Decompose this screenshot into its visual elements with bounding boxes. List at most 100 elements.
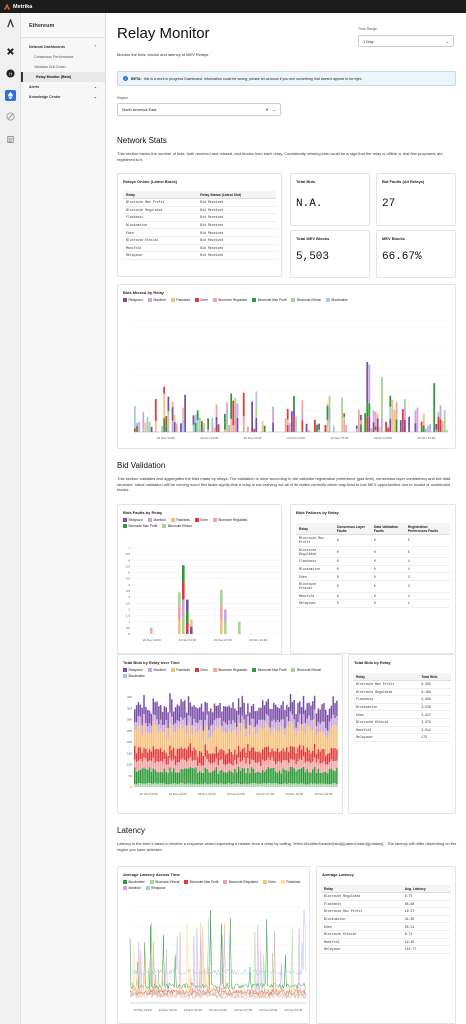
legend-item[interactable]: Bloxroute Max Profit [184, 880, 218, 884]
bar-segment [178, 592, 181, 607]
y-tick-label: 400 [127, 695, 132, 699]
bar-segment [226, 706, 229, 725]
bar-segment [248, 773, 251, 784]
bar-segment [263, 705, 266, 721]
legend-item[interactable]: Eden [262, 880, 276, 884]
hamburger-icon[interactable] [5, 18, 16, 29]
bar-segment [276, 772, 279, 784]
h-logo-icon[interactable]: H [5, 68, 16, 79]
bar-segment [312, 719, 314, 731]
legend-item[interactable]: Flashbots [170, 298, 190, 302]
legend-item[interactable]: Flashbots [170, 518, 190, 522]
legend-item[interactable]: Bloxroute Regulated [212, 298, 247, 302]
table-cell: 2,376 [418, 718, 451, 727]
bar-segment [217, 728, 219, 753]
legend-item[interactable]: Eden [194, 518, 208, 522]
table-cell: 2 [404, 592, 450, 601]
bar-segment [185, 768, 188, 784]
legend-label: Relayooor [128, 668, 144, 672]
legend-item[interactable]: Eden [194, 668, 208, 672]
legend-item[interactable]: Bloxroute Ethical [291, 298, 321, 302]
legend-item[interactable]: Bloxroute Regulated [223, 880, 258, 884]
bar-segment [332, 696, 334, 715]
legend-item[interactable]: Bloxroute Ethical [291, 668, 321, 672]
legend-item[interactable]: Bloxroute Max Profit [252, 668, 286, 672]
sidebar-item-validator-drill-down[interactable]: Validator Drill-Down [34, 65, 66, 69]
legend-item[interactable]: Relayooor [123, 518, 143, 522]
legend-item[interactable]: Blocknative [325, 298, 348, 302]
legend-item[interactable]: Bloxroute Regulated [212, 668, 247, 672]
bar-segment [167, 755, 169, 765]
bar-segment [154, 702, 156, 715]
sidebar-group-alerts[interactable]: Alerts ⌄ [29, 85, 97, 89]
legend-item[interactable]: Blocknative [123, 880, 145, 884]
table-row: Relayooor 0 0 1 [296, 599, 450, 608]
bar-segment [280, 773, 282, 784]
bar-segment [182, 729, 184, 749]
bar-segment [221, 783, 223, 786]
legend-item[interactable]: Relayooor [123, 668, 143, 672]
table-cell: 0 [333, 546, 371, 559]
legend-swatch [145, 886, 150, 890]
bar-segment [172, 731, 175, 748]
bar-segment [313, 783, 316, 786]
bar-segment [267, 757, 270, 768]
legend-item[interactable]: Blocknative [123, 674, 145, 678]
bar-segment [165, 419, 168, 427]
legend-item[interactable]: Manifold [148, 668, 166, 672]
legend-item[interactable]: Relayooor [145, 886, 166, 890]
legend-item[interactable]: Flashbots [170, 668, 190, 672]
bar-segment [278, 708, 281, 723]
bar-segment [184, 394, 187, 432]
bar-segment [171, 401, 174, 408]
bar-segment [414, 423, 417, 432]
legend-item[interactable]: Bloxroute Max Profit [252, 298, 286, 302]
bar-segment [211, 783, 214, 786]
bar-segment [245, 763, 247, 774]
sidebar-item-relay-monitor[interactable]: Relay Monitor (Beta) [21, 72, 105, 82]
bar-segment [269, 708, 271, 728]
bar-segment [312, 783, 314, 786]
table-cell: Bloxroute Ethical [353, 718, 419, 727]
legend-item[interactable]: Bloxroute Ethical [162, 524, 192, 528]
ethereum-icon[interactable] [5, 90, 16, 101]
bar-segment [180, 699, 182, 718]
bar-segment [269, 768, 271, 784]
bar-segment [195, 733, 197, 750]
circle-icon[interactable] [5, 111, 16, 122]
time-range-select[interactable]: 1 Day ⌄ [358, 35, 454, 47]
bar-segment [134, 428, 136, 432]
legend-item[interactable]: Manifold [123, 886, 141, 890]
legend-item[interactable]: Bloxroute Regulated [212, 518, 247, 522]
legend-item[interactable]: Bloxroute Ethical [149, 880, 179, 884]
bar-segment [145, 748, 147, 759]
legend-item[interactable]: Manifold [148, 518, 166, 522]
bar-segment [274, 730, 277, 752]
bar-segment [299, 724, 301, 745]
legend-item[interactable]: Eden [194, 298, 208, 302]
bar-segment [189, 716, 192, 727]
bar-segment [343, 419, 346, 432]
sidebar-item-consensus-performance[interactable]: Consensus Performance [34, 55, 74, 59]
clear-icon[interactable]: ✕ [265, 107, 269, 112]
document-icon[interactable] [5, 134, 16, 145]
bar-segment [182, 599, 185, 617]
legend-item[interactable]: Manifold [148, 298, 166, 302]
bar-segment [152, 785, 155, 787]
bar-segment [220, 589, 223, 605]
bar-segment [152, 783, 155, 786]
bar-segment [269, 760, 271, 769]
bar-segment [198, 729, 201, 752]
bar-segment [210, 786, 212, 787]
bar-segment [171, 786, 173, 787]
sidebar-group-knowledge-center[interactable]: Knowledge Center ⌄ [29, 95, 97, 99]
bar-segment [300, 785, 303, 787]
legend-item[interactable]: Relayooor [123, 298, 143, 302]
sidebar-group-network-dashboards[interactable]: Network Dashboards ⌃ [29, 45, 97, 49]
x-logo-icon[interactable] [5, 46, 16, 57]
bar-segment [215, 416, 218, 432]
region-select[interactable]: North America East ✕ ⌄ [117, 103, 281, 116]
legend-item[interactable]: Bloxroute Max Profit [123, 524, 157, 528]
bar-segment [154, 420, 157, 432]
legend-item[interactable]: Flashbots [280, 880, 300, 884]
